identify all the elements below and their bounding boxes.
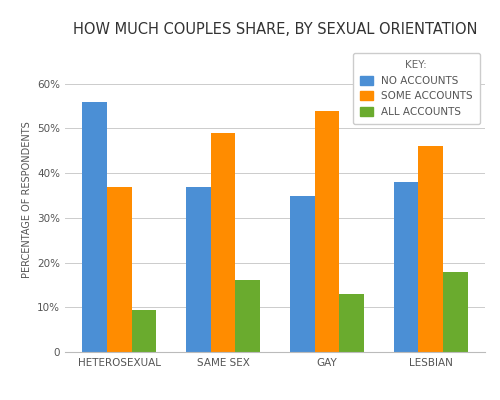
Y-axis label: PERCENTAGE OF RESPONDENTS: PERCENTAGE OF RESPONDENTS (22, 122, 32, 278)
Bar (418, 146, 444, 352)
Bar (82, 102, 106, 352)
Bar (314, 110, 340, 352)
Bar (290, 196, 314, 352)
Bar (132, 310, 156, 352)
Bar (236, 280, 260, 352)
Title: HOW MUCH COUPLES SHARE, BY SEXUAL ORIENTATION: HOW MUCH COUPLES SHARE, BY SEXUAL ORIENT… (73, 22, 477, 37)
Legend: NO ACCOUNTS, SOME ACCOUNTS, ALL ACCOUNTS: NO ACCOUNTS, SOME ACCOUNTS, ALL ACCOUNTS (353, 53, 480, 124)
Bar (340, 294, 364, 352)
Bar (394, 182, 418, 352)
Bar (186, 186, 210, 352)
Bar (444, 272, 468, 352)
Bar (106, 186, 132, 352)
Bar (210, 133, 236, 352)
